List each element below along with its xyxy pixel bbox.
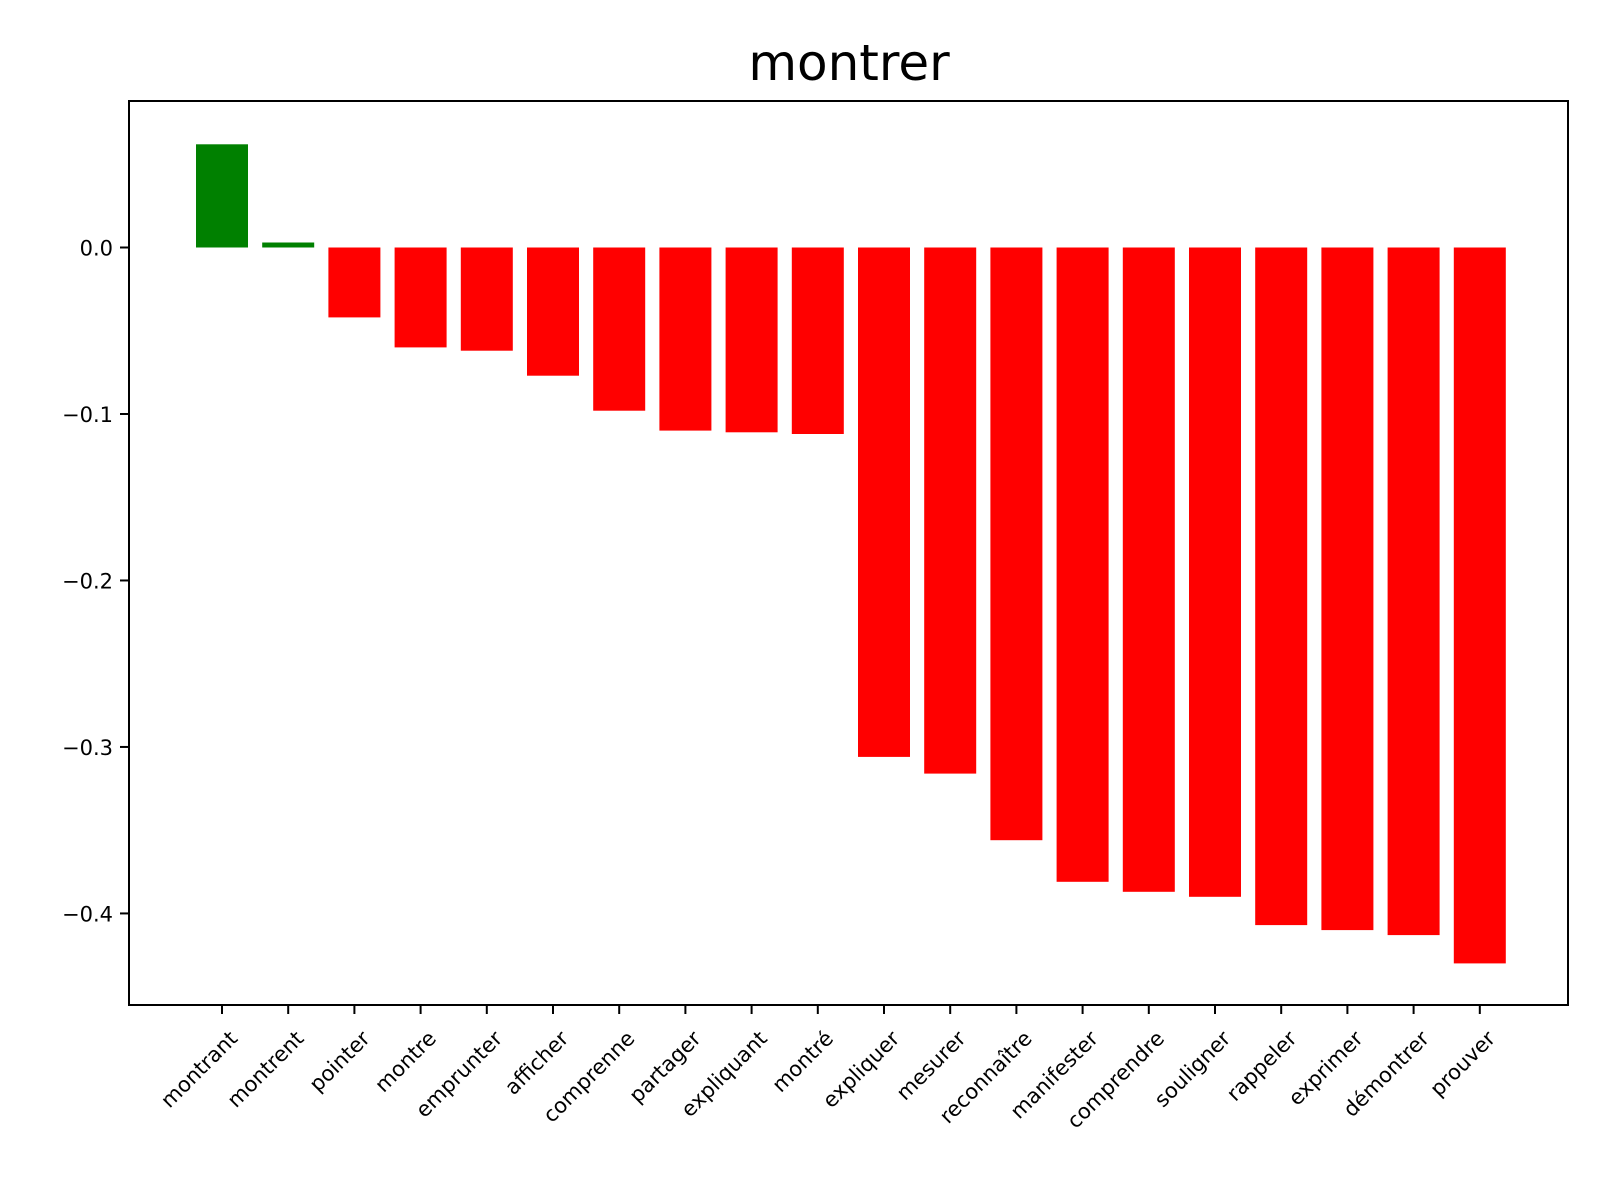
bar-rappeler xyxy=(1255,247,1308,926)
x-tick-label: prouver xyxy=(1425,1026,1500,1101)
bar-prouver xyxy=(1453,247,1506,964)
bar-montre xyxy=(394,247,447,348)
bar-montré xyxy=(791,247,844,434)
bar-emprunter xyxy=(460,247,513,351)
y-tick-label: −0.4 xyxy=(62,902,113,926)
bar-partager xyxy=(659,247,712,431)
bar-expliquant xyxy=(725,247,778,433)
x-tick-label: pointer xyxy=(305,1026,375,1096)
bar-montrant xyxy=(196,144,248,248)
bar-démontrer xyxy=(1387,247,1440,936)
y-tick-label: −0.2 xyxy=(62,569,113,593)
bar-exprimer xyxy=(1321,247,1374,931)
y-tick-label: −0.1 xyxy=(62,403,113,427)
y-tick-label: 0.0 xyxy=(80,237,113,261)
bars-group xyxy=(196,144,1506,964)
x-axis: montrantmontrentpointermontreemprunteraf… xyxy=(156,1005,1500,1133)
bar-afficher xyxy=(527,247,579,376)
bar-manifester xyxy=(1056,247,1109,882)
bar-reconnaître xyxy=(990,247,1043,841)
bar-expliquer xyxy=(858,247,910,757)
y-axis: 0.0 −0.1 −0.2 −0.3 −0.4 xyxy=(62,237,129,926)
chart-title: montrer xyxy=(748,34,950,92)
bar-comprenne xyxy=(593,247,646,411)
plot-frame xyxy=(128,100,1569,1006)
bar-souligner xyxy=(1189,247,1241,897)
bar-montrent xyxy=(262,242,315,248)
bar-pointer xyxy=(328,247,381,318)
bar-comprendre xyxy=(1122,247,1175,892)
y-tick-label: −0.3 xyxy=(62,736,113,760)
bar-mesurer xyxy=(924,247,977,774)
